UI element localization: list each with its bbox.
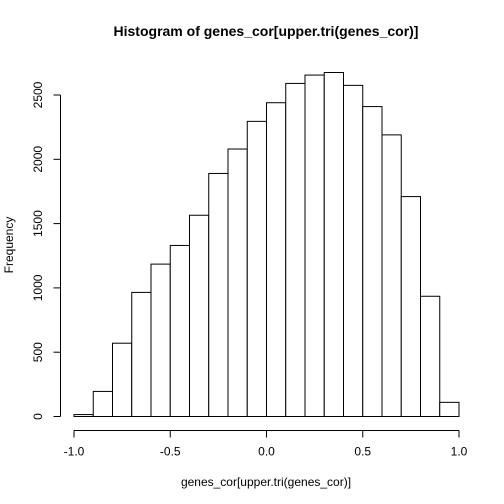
histogram-bar-19: [439, 401, 460, 418]
histogram-bar-10: [266, 102, 287, 417]
histogram-bar-17: [400, 196, 421, 417]
y-tick-label-5: 2500: [31, 81, 45, 108]
histogram-bar-4: [150, 263, 171, 417]
histogram-bar-5: [169, 244, 190, 417]
histogram-bar-16: [381, 134, 402, 417]
x-axis: -1.0 -0.5 0.0 0.5 1.0: [64, 430, 468, 459]
y-tick-label-4: 2000: [31, 146, 45, 173]
x-tick-label-2: 0.0: [258, 445, 275, 459]
histogram-bar-11: [285, 82, 306, 418]
y-axis: 0 500 1000 1500 2000 2500: [31, 81, 61, 420]
histogram-bar-12: [304, 74, 325, 417]
histogram-bar-13: [323, 72, 344, 417]
x-tick-label-4: 1.0: [451, 445, 468, 459]
histogram-bar-9: [246, 120, 267, 418]
x-axis-label: genes_cor[upper.tri(genes_cor)]: [181, 475, 351, 489]
histogram-bar-1: [92, 390, 113, 418]
histogram-bar-18: [420, 295, 441, 418]
histogram-bar-8: [227, 148, 248, 418]
y-tick-label-1: 500: [31, 342, 45, 362]
histogram-bar-0: [73, 414, 94, 418]
y-tick-label-2: 1000: [31, 274, 45, 301]
chart-title: Histogram of genes_cor[upper.tri(genes_c…: [114, 23, 419, 39]
x-tick-label-3: 0.5: [354, 445, 371, 459]
y-tick-label-3: 1500: [31, 210, 45, 237]
y-axis-label: Frequency: [2, 217, 16, 274]
bars-group: [73, 72, 460, 418]
x-tick-label-0: -1.0: [64, 445, 85, 459]
histogram-bar-7: [208, 172, 229, 417]
histogram-bar-14: [343, 84, 364, 418]
histogram-bar-6: [189, 214, 210, 417]
y-tick-label-0: 0: [31, 413, 45, 420]
histogram-bar-2: [112, 342, 133, 418]
x-tick-label-1: -0.5: [160, 445, 181, 459]
histogram-bar-15: [362, 106, 383, 418]
histogram-bar-3: [131, 291, 152, 417]
